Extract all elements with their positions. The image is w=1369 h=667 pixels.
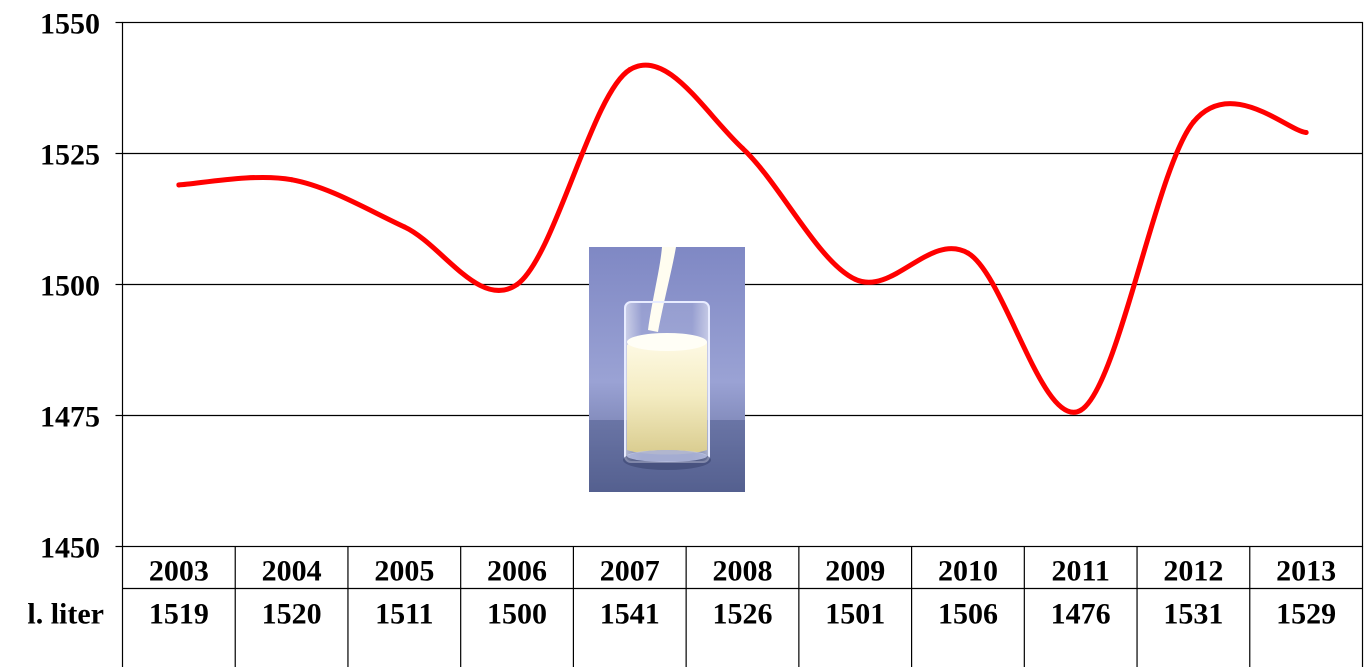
data-point-2013 [1303, 130, 1309, 136]
x-category-label-2003: 2003 [149, 555, 209, 588]
y-tick-label: 1450 [40, 532, 100, 565]
table-value-2013: 1529 [1276, 598, 1336, 631]
y-tick-label: 1525 [40, 139, 100, 172]
x-category-label-2008: 2008 [713, 555, 773, 588]
x-category-label-2004: 2004 [262, 555, 322, 588]
y-axis-tick-labels: 1450 1475 1500 1525 1550 [40, 8, 100, 565]
table-value-2007: 1541 [600, 598, 660, 631]
table-value-2011: 1476 [1051, 598, 1111, 631]
data-point-2008 [740, 145, 745, 151]
table-value-2010: 1506 [938, 598, 998, 631]
table-value-2009: 1501 [825, 598, 885, 631]
x-category-label-2011: 2011 [1052, 555, 1110, 588]
x-category-label-2012: 2012 [1163, 555, 1223, 588]
data-point-2011 [1078, 407, 1084, 413]
milk-glass-image [589, 247, 745, 492]
data-point-2012 [1190, 119, 1196, 125]
data-table: 2003 2004 2005 2006 2007 2008 2009 2010 2011 2012… [27, 546, 1364, 667]
y-tick-label: 1500 [40, 270, 100, 303]
table-row-label: l. liter [27, 598, 104, 631]
table-value-2006: 1500 [487, 598, 547, 631]
data-point-2004 [289, 177, 295, 183]
x-category-label-2006: 2006 [487, 555, 547, 588]
table-value-2008: 1526 [713, 598, 773, 631]
data-point-2005 [401, 224, 407, 230]
data-point-2007 [627, 67, 633, 73]
data-point-2009 [852, 276, 858, 282]
x-category-label-2009: 2009 [825, 555, 885, 588]
table-value-2012: 1531 [1163, 598, 1223, 631]
series-line-layer [176, 62, 1309, 415]
y-tick-label: 1475 [40, 401, 100, 434]
data-point-2010 [965, 250, 971, 256]
y-tick-label: 1550 [40, 8, 100, 41]
x-category-label-2013: 2013 [1276, 555, 1336, 588]
table-value-2003: 1519 [149, 598, 209, 631]
x-category-label-2007: 2007 [600, 555, 660, 588]
data-point-2003 [176, 182, 182, 188]
x-category-label-2010: 2010 [938, 555, 998, 588]
x-category-label-2005: 2005 [374, 555, 434, 588]
table-value-2004: 1520 [262, 598, 322, 631]
data-point-2006 [514, 282, 520, 287]
table-value-2005: 1511 [375, 598, 433, 631]
